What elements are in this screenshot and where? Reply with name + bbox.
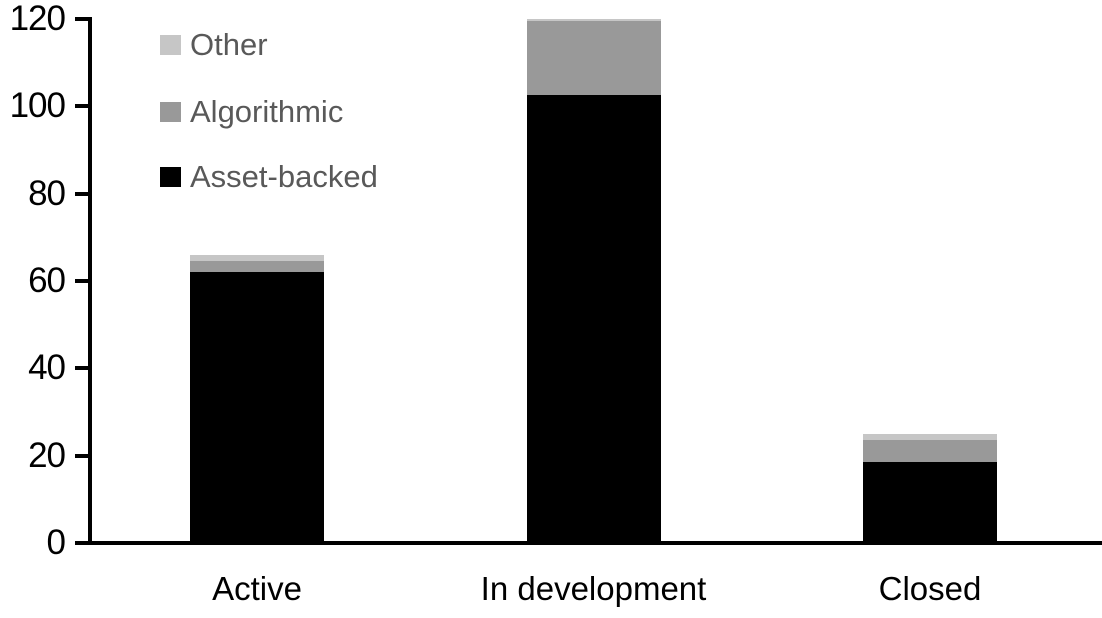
y-axis-tick-label: 80 [28, 173, 66, 213]
legend-item-algorithmic: Algorithmic [160, 95, 343, 129]
bar-in-development-segment-asset-backed [526, 95, 661, 543]
y-axis-tick [75, 191, 90, 196]
legend-swatch-asset-backed [160, 167, 181, 187]
legend-label-asset-backed: Asset-backed [190, 159, 378, 194]
bar-closed-segment-other [863, 433, 997, 441]
y-axis-tick [75, 104, 90, 109]
x-axis-line [75, 541, 1102, 545]
y-axis-tick [75, 279, 90, 283]
bar-active-segment-asset-backed [190, 272, 324, 543]
bar-closed-segment-algorithmic [863, 440, 997, 463]
y-axis-tick [75, 541, 90, 545]
y-axis-tick-label: 120 [9, 0, 66, 38]
x-axis-label-closed: Closed [878, 570, 982, 607]
y-axis-tick-label: 20 [28, 435, 66, 475]
legend-item-asset-backed: Asset-backed [160, 160, 378, 194]
x-axis-label-active: Active [212, 570, 302, 607]
y-axis-tick-label: 0 [46, 523, 66, 562]
legend-swatch-other [160, 35, 181, 55]
legend-swatch-algorithmic [160, 102, 181, 122]
bar-active-segment-algorithmic [190, 261, 324, 273]
y-axis-tick [75, 453, 90, 458]
bar-active-segment-other [190, 254, 324, 262]
bar-in-development-segment-other [526, 19, 661, 22]
y-axis-tick-label: 100 [9, 86, 66, 126]
y-axis-tick [75, 17, 90, 21]
y-axis-tick-label: 60 [28, 261, 66, 300]
x-axis-label-in-development: In development [480, 570, 707, 607]
y-axis-tick [75, 366, 90, 371]
y-axis-tick-label: 40 [28, 348, 66, 388]
y-axis-line [88, 17, 92, 545]
legend-item-other: Other [160, 28, 268, 62]
bar-in-development-segment-algorithmic [526, 21, 661, 96]
legend-label-other: Other [190, 27, 268, 62]
legend-label-algorithmic: Algorithmic [190, 94, 344, 129]
bar-closed-segment-asset-backed [863, 462, 997, 543]
